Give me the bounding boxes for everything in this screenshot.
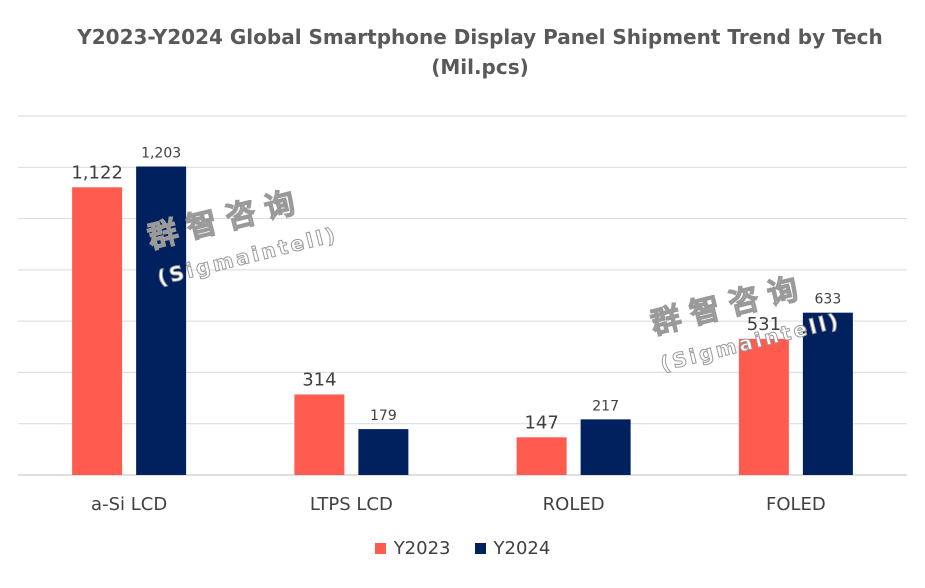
chart-title: Y2023-Y2024 Global Smartphone Display Pa… — [0, 22, 925, 82]
legend-item-y2024: Y2024 — [474, 538, 551, 559]
legend-swatch — [374, 543, 386, 554]
legend-swatch — [474, 543, 486, 554]
data-label: 147 — [524, 412, 558, 433]
chart-legend: Y2023 Y2024 — [0, 538, 925, 559]
chart-title-line2: (Mil.pcs) — [431, 55, 529, 79]
legend-label: Y2024 — [493, 538, 551, 559]
data-label: 633 — [815, 292, 842, 308]
data-label: 314 — [302, 369, 336, 390]
bar-y2024-foled — [802, 312, 853, 475]
x-tick-label: a-Si LCD — [91, 494, 167, 515]
chart-title-line1: Y2023-Y2024 Global Smartphone Display Pa… — [77, 25, 883, 49]
x-tick-label: ROLED — [543, 494, 605, 515]
legend-item-y2023: Y2023 — [374, 538, 451, 559]
bar-y2023-roled — [516, 437, 567, 475]
data-label: 179 — [370, 408, 397, 424]
legend-label: Y2023 — [393, 538, 451, 559]
bar-y2023-a-si-lcd — [72, 187, 123, 475]
data-label: 217 — [592, 398, 619, 414]
data-label: 1,122 — [71, 162, 123, 183]
data-label: 531 — [747, 314, 781, 335]
bar-y2023-ltps-lcd — [294, 394, 345, 475]
data-label: 1,203 — [141, 146, 181, 162]
bar-y2024-a-si-lcd — [136, 166, 187, 476]
x-tick-label: LTPS LCD — [310, 494, 393, 515]
bar-y2024-roled — [580, 419, 631, 475]
bar-y2023-foled — [738, 338, 789, 475]
x-tick-label: FOLED — [766, 494, 826, 515]
bar-y2024-ltps-lcd — [358, 429, 409, 475]
